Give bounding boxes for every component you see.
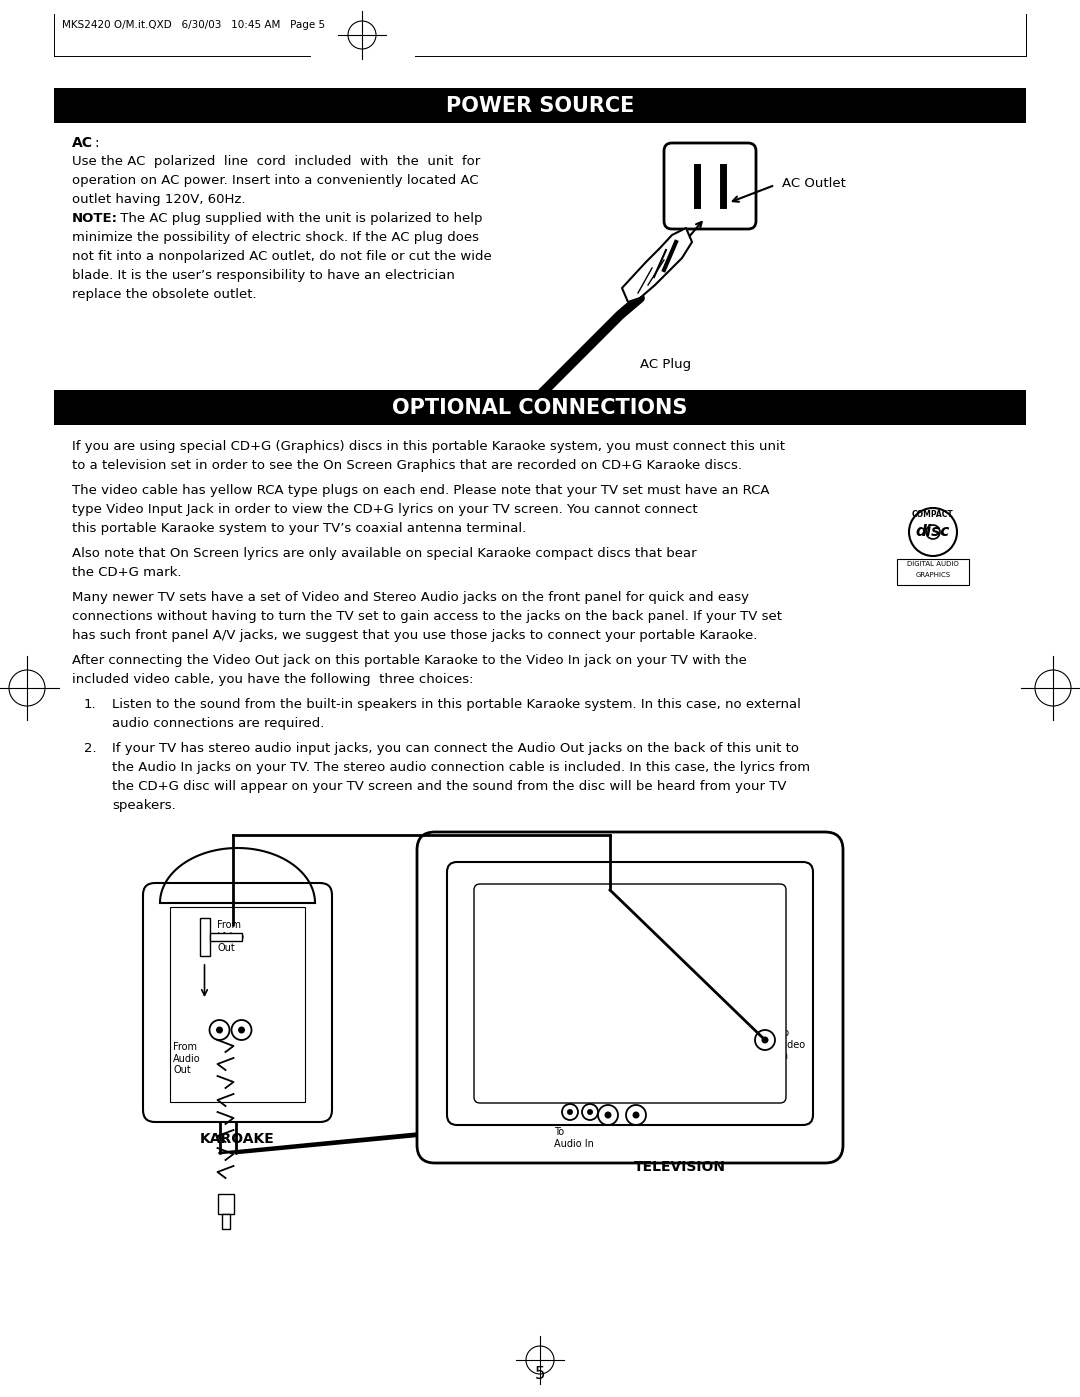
Circle shape: [567, 1109, 573, 1115]
Text: If your TV has stereo audio input jacks, you can connect the Audio Out jacks on : If your TV has stereo audio input jacks,…: [112, 742, 799, 754]
Text: KAROAKE: KAROAKE: [200, 1132, 275, 1146]
Text: DIGITAL AUDIO: DIGITAL AUDIO: [907, 562, 959, 567]
Text: To
Audio In: To Audio In: [554, 1127, 594, 1148]
Text: the CD+G mark.: the CD+G mark.: [72, 566, 181, 578]
Circle shape: [216, 1027, 222, 1034]
Text: AC Plug: AC Plug: [640, 358, 691, 372]
Bar: [54, 390, 1026, 425]
Text: blade. It is the user’s responsibility to have an electrician: blade. It is the user’s responsibility t…: [72, 270, 455, 282]
Text: COMPACT: COMPACT: [913, 510, 954, 520]
Bar: [210, 933, 242, 942]
Text: disc: disc: [916, 524, 950, 539]
Text: 1.: 1.: [84, 698, 96, 711]
FancyBboxPatch shape: [417, 833, 843, 1162]
Text: to a television set in order to see the On Screen Graphics that are recorded on : to a television set in order to see the …: [72, 460, 742, 472]
Text: this portable Karaoke system to your TV’s coaxial antenna terminal.: this portable Karaoke system to your TV’…: [72, 522, 526, 535]
Text: Use the AC  polarized  line  cord  included  with  the  unit  for: Use the AC polarized line cord included …: [72, 155, 481, 168]
Text: not fit into a nonpolarized AC outlet, do not file or cut the wide: not fit into a nonpolarized AC outlet, d…: [72, 250, 491, 263]
Text: operation on AC power. Insert into a conveniently located AC: operation on AC power. Insert into a con…: [72, 175, 478, 187]
FancyBboxPatch shape: [474, 884, 786, 1104]
FancyBboxPatch shape: [143, 883, 332, 1122]
Text: audio connections are required.: audio connections are required.: [112, 717, 324, 731]
Text: 2.: 2.: [84, 742, 96, 754]
Text: :: :: [94, 136, 98, 149]
Bar: [54, 88, 1026, 123]
Text: included video cable, you have the following  three choices:: included video cable, you have the follo…: [72, 673, 473, 686]
Circle shape: [761, 1037, 769, 1044]
FancyBboxPatch shape: [664, 142, 756, 229]
Text: type Video Input Jack in order to view the CD+G lyrics on your TV screen. You ca: type Video Input Jack in order to view t…: [72, 503, 698, 515]
Text: Also note that On Screen lyrics are only available on special Karaoke compact di: Also note that On Screen lyrics are only…: [72, 548, 697, 560]
Text: NOTE:: NOTE:: [72, 212, 118, 225]
Circle shape: [605, 1112, 611, 1119]
Circle shape: [238, 1027, 245, 1034]
Text: the CD+G disc will appear on your TV screen and the sound from the disc will be : the CD+G disc will appear on your TV scr…: [112, 780, 786, 793]
Bar: [897, 559, 969, 585]
Circle shape: [588, 1109, 593, 1115]
Text: AC: AC: [72, 136, 93, 149]
Text: Listen to the sound from the built-in speakers in this portable Karaoke system. : Listen to the sound from the built-in sp…: [112, 698, 801, 711]
Text: MKS2420 O/M.it.QXD   6/30/03   10:45 AM   Page 5: MKS2420 O/M.it.QXD 6/30/03 10:45 AM Page…: [62, 20, 325, 29]
Polygon shape: [622, 228, 692, 302]
Text: The AC plug supplied with the unit is polarized to help: The AC plug supplied with the unit is po…: [116, 212, 483, 225]
Bar: [200, 918, 210, 956]
Text: POWER SOURCE: POWER SOURCE: [446, 95, 634, 116]
Text: TELEVISION: TELEVISION: [634, 1160, 726, 1173]
Text: From
Video
Out: From Video Out: [217, 921, 245, 953]
FancyBboxPatch shape: [447, 862, 813, 1125]
Text: The video cable has yellow RCA type plugs on each end. Please note that your TV : The video cable has yellow RCA type plug…: [72, 483, 769, 497]
Text: replace the obsolete outlet.: replace the obsolete outlet.: [72, 288, 257, 300]
Bar: [221, 1214, 229, 1229]
Text: has such front panel A/V jacks, we suggest that you use those jacks to connect y: has such front panel A/V jacks, we sugge…: [72, 629, 757, 643]
Text: AC Outlet: AC Outlet: [782, 177, 846, 190]
Text: From
Audio
Out: From Audio Out: [173, 1042, 201, 1076]
Text: Many newer TV sets have a set of Video and Stereo Audio jacks on the front panel: Many newer TV sets have a set of Video a…: [72, 591, 750, 604]
Bar: [217, 1194, 233, 1214]
Text: OPTIONAL CONNECTIONS: OPTIONAL CONNECTIONS: [392, 398, 688, 418]
Text: speakers.: speakers.: [112, 799, 176, 812]
Text: outlet having 120V, 60Hz.: outlet having 120V, 60Hz.: [72, 193, 245, 205]
Text: the Audio In jacks on your TV. The stereo audio connection cable is included. In: the Audio In jacks on your TV. The stere…: [112, 761, 810, 774]
Text: connections without having to turn the TV set to gain access to the jacks on the: connections without having to turn the T…: [72, 610, 782, 623]
Circle shape: [633, 1112, 639, 1119]
Text: minimize the possibility of electric shock. If the AC plug does: minimize the possibility of electric sho…: [72, 231, 480, 244]
Text: GRAPHICS: GRAPHICS: [916, 571, 950, 578]
Text: 5: 5: [535, 1365, 545, 1383]
Text: If you are using special CD+G (Graphics) discs in this portable Karaoke system, : If you are using special CD+G (Graphics)…: [72, 440, 785, 453]
Bar: [170, 907, 305, 1102]
Text: After connecting the Video Out jack on this portable Karaoke to the Video In jac: After connecting the Video Out jack on t…: [72, 654, 747, 666]
Text: To
Video
In: To Video In: [779, 1028, 806, 1062]
